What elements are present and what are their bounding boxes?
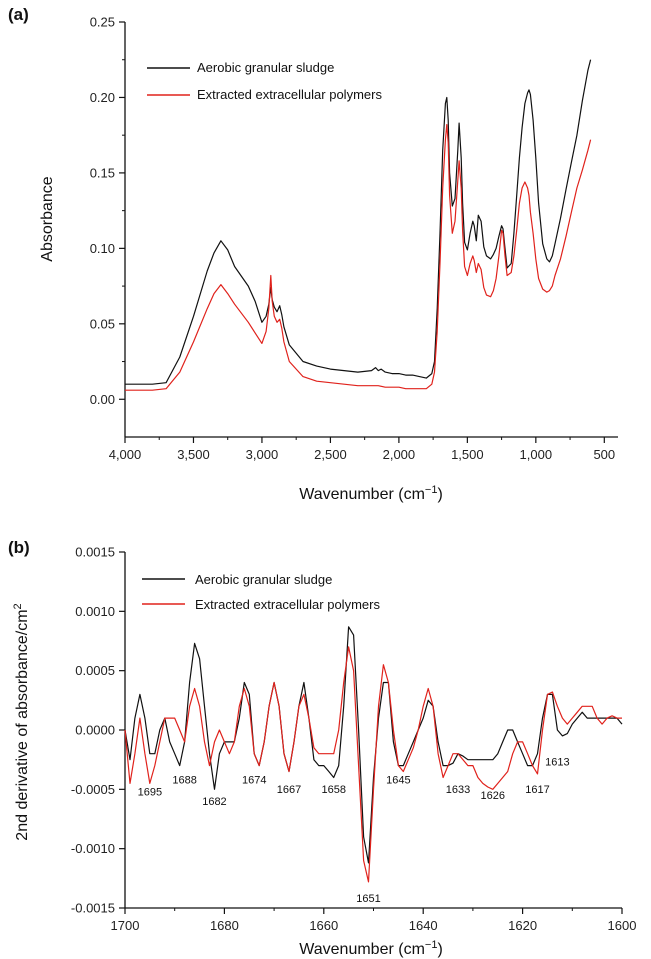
y-axis-label-a: Absorbance (39, 176, 56, 261)
y-tick-label: 0.15 (90, 165, 115, 180)
x-tick-label: 1,500 (451, 447, 484, 462)
y-tick-label: 0.25 (90, 15, 115, 30)
x-tick-label: 3,500 (177, 447, 210, 462)
peak-label: 1674 (242, 774, 266, 786)
x-tick-label: 3,000 (246, 447, 279, 462)
y-tick-label: -0.0005 (71, 782, 115, 797)
peak-label: 1682 (202, 796, 226, 808)
legend-a-label-eps: Extracted extracellular polymers (197, 87, 382, 102)
peak-label: 1695 (138, 786, 162, 798)
y-tick-label: 0.0015 (75, 545, 115, 560)
chart-b: (b) -0.0015 -0.0010 -0.0005 0.0000 0.0005 0.0… (8, 538, 636, 958)
panel-label-b: (b) (8, 538, 30, 557)
series-line-aerobic-granular-sludge (124, 626, 623, 864)
x-axis-label-a: Wavenumber (cm−1) (299, 484, 443, 503)
peak-label: 1658 (321, 784, 345, 796)
y-axis-label-b: 2nd derivative of absorbance/cm2 (12, 603, 31, 840)
series-line-aerobic-granular-sludge (125, 59, 592, 385)
panel-label-a: (a) (8, 5, 29, 24)
x-tick-label: 1660 (309, 918, 338, 933)
y-tick-label: 0.20 (90, 90, 115, 105)
x-tick-label: 1600 (608, 918, 637, 933)
chart-a-series (125, 59, 592, 391)
y-tick-label: -0.0010 (71, 841, 115, 856)
chart-a-axes: 0.00 0.05 0.10 0.15 0.20 0.25 4,000 3,500 3,000 2… (90, 15, 618, 462)
chart-a: (a) 0.00 0.05 0.10 0.15 0.20 0.25 4,000 3,500 3,… (8, 5, 618, 503)
y-tick-label: -0.0015 (71, 901, 115, 916)
y-tick-label: 0.10 (90, 241, 115, 256)
x-tick-label: 1680 (210, 918, 239, 933)
y-tick-label: 0.0005 (75, 663, 115, 678)
y-tick-label: 0.05 (90, 316, 115, 331)
peak-label: 1633 (446, 784, 470, 796)
x-tick-label: 4,000 (109, 447, 142, 462)
peak-label: 1617 (525, 784, 549, 796)
x-tick-label: 1,000 (520, 447, 553, 462)
x-tick-label: 500 (593, 447, 615, 462)
peak-label: 1667 (277, 784, 301, 796)
series-line-extracted-extracellular-polymers (124, 646, 622, 883)
x-tick-label: 1620 (508, 918, 537, 933)
x-axis-label-b: Wavenumber (cm−1) (299, 939, 443, 958)
chart-b-legend: Aerobic granular sludge Extracted extrac… (142, 572, 380, 612)
chart-a-legend: Aerobic granular sludge Extracted extrac… (147, 60, 382, 102)
legend-b-label-eps: Extracted extracellular polymers (195, 597, 380, 612)
peak-label: 1613 (545, 757, 569, 769)
y-tick-label: 0.0000 (75, 723, 115, 738)
peak-label: 1626 (481, 790, 505, 802)
y-tick-label: 0.0010 (75, 604, 115, 619)
chart-b-series (124, 626, 623, 883)
series-line-extracted-extracellular-polymers (125, 123, 592, 391)
y-tick-label: 0.00 (90, 392, 115, 407)
peak-label: 1651 (356, 893, 380, 905)
legend-a-label-sludge: Aerobic granular sludge (197, 60, 334, 75)
chart-b-peak-labels: 1695 1688 1682 1674 1667 1658 1651 1645 1633 1626… (138, 757, 570, 905)
peak-label: 1645 (386, 774, 410, 786)
x-tick-label: 1700 (111, 918, 140, 933)
peak-label: 1688 (172, 774, 196, 786)
x-tick-label: 1640 (409, 918, 438, 933)
x-tick-label: 2,500 (314, 447, 347, 462)
x-tick-label: 2,000 (383, 447, 416, 462)
legend-b-label-sludge: Aerobic granular sludge (195, 572, 332, 587)
